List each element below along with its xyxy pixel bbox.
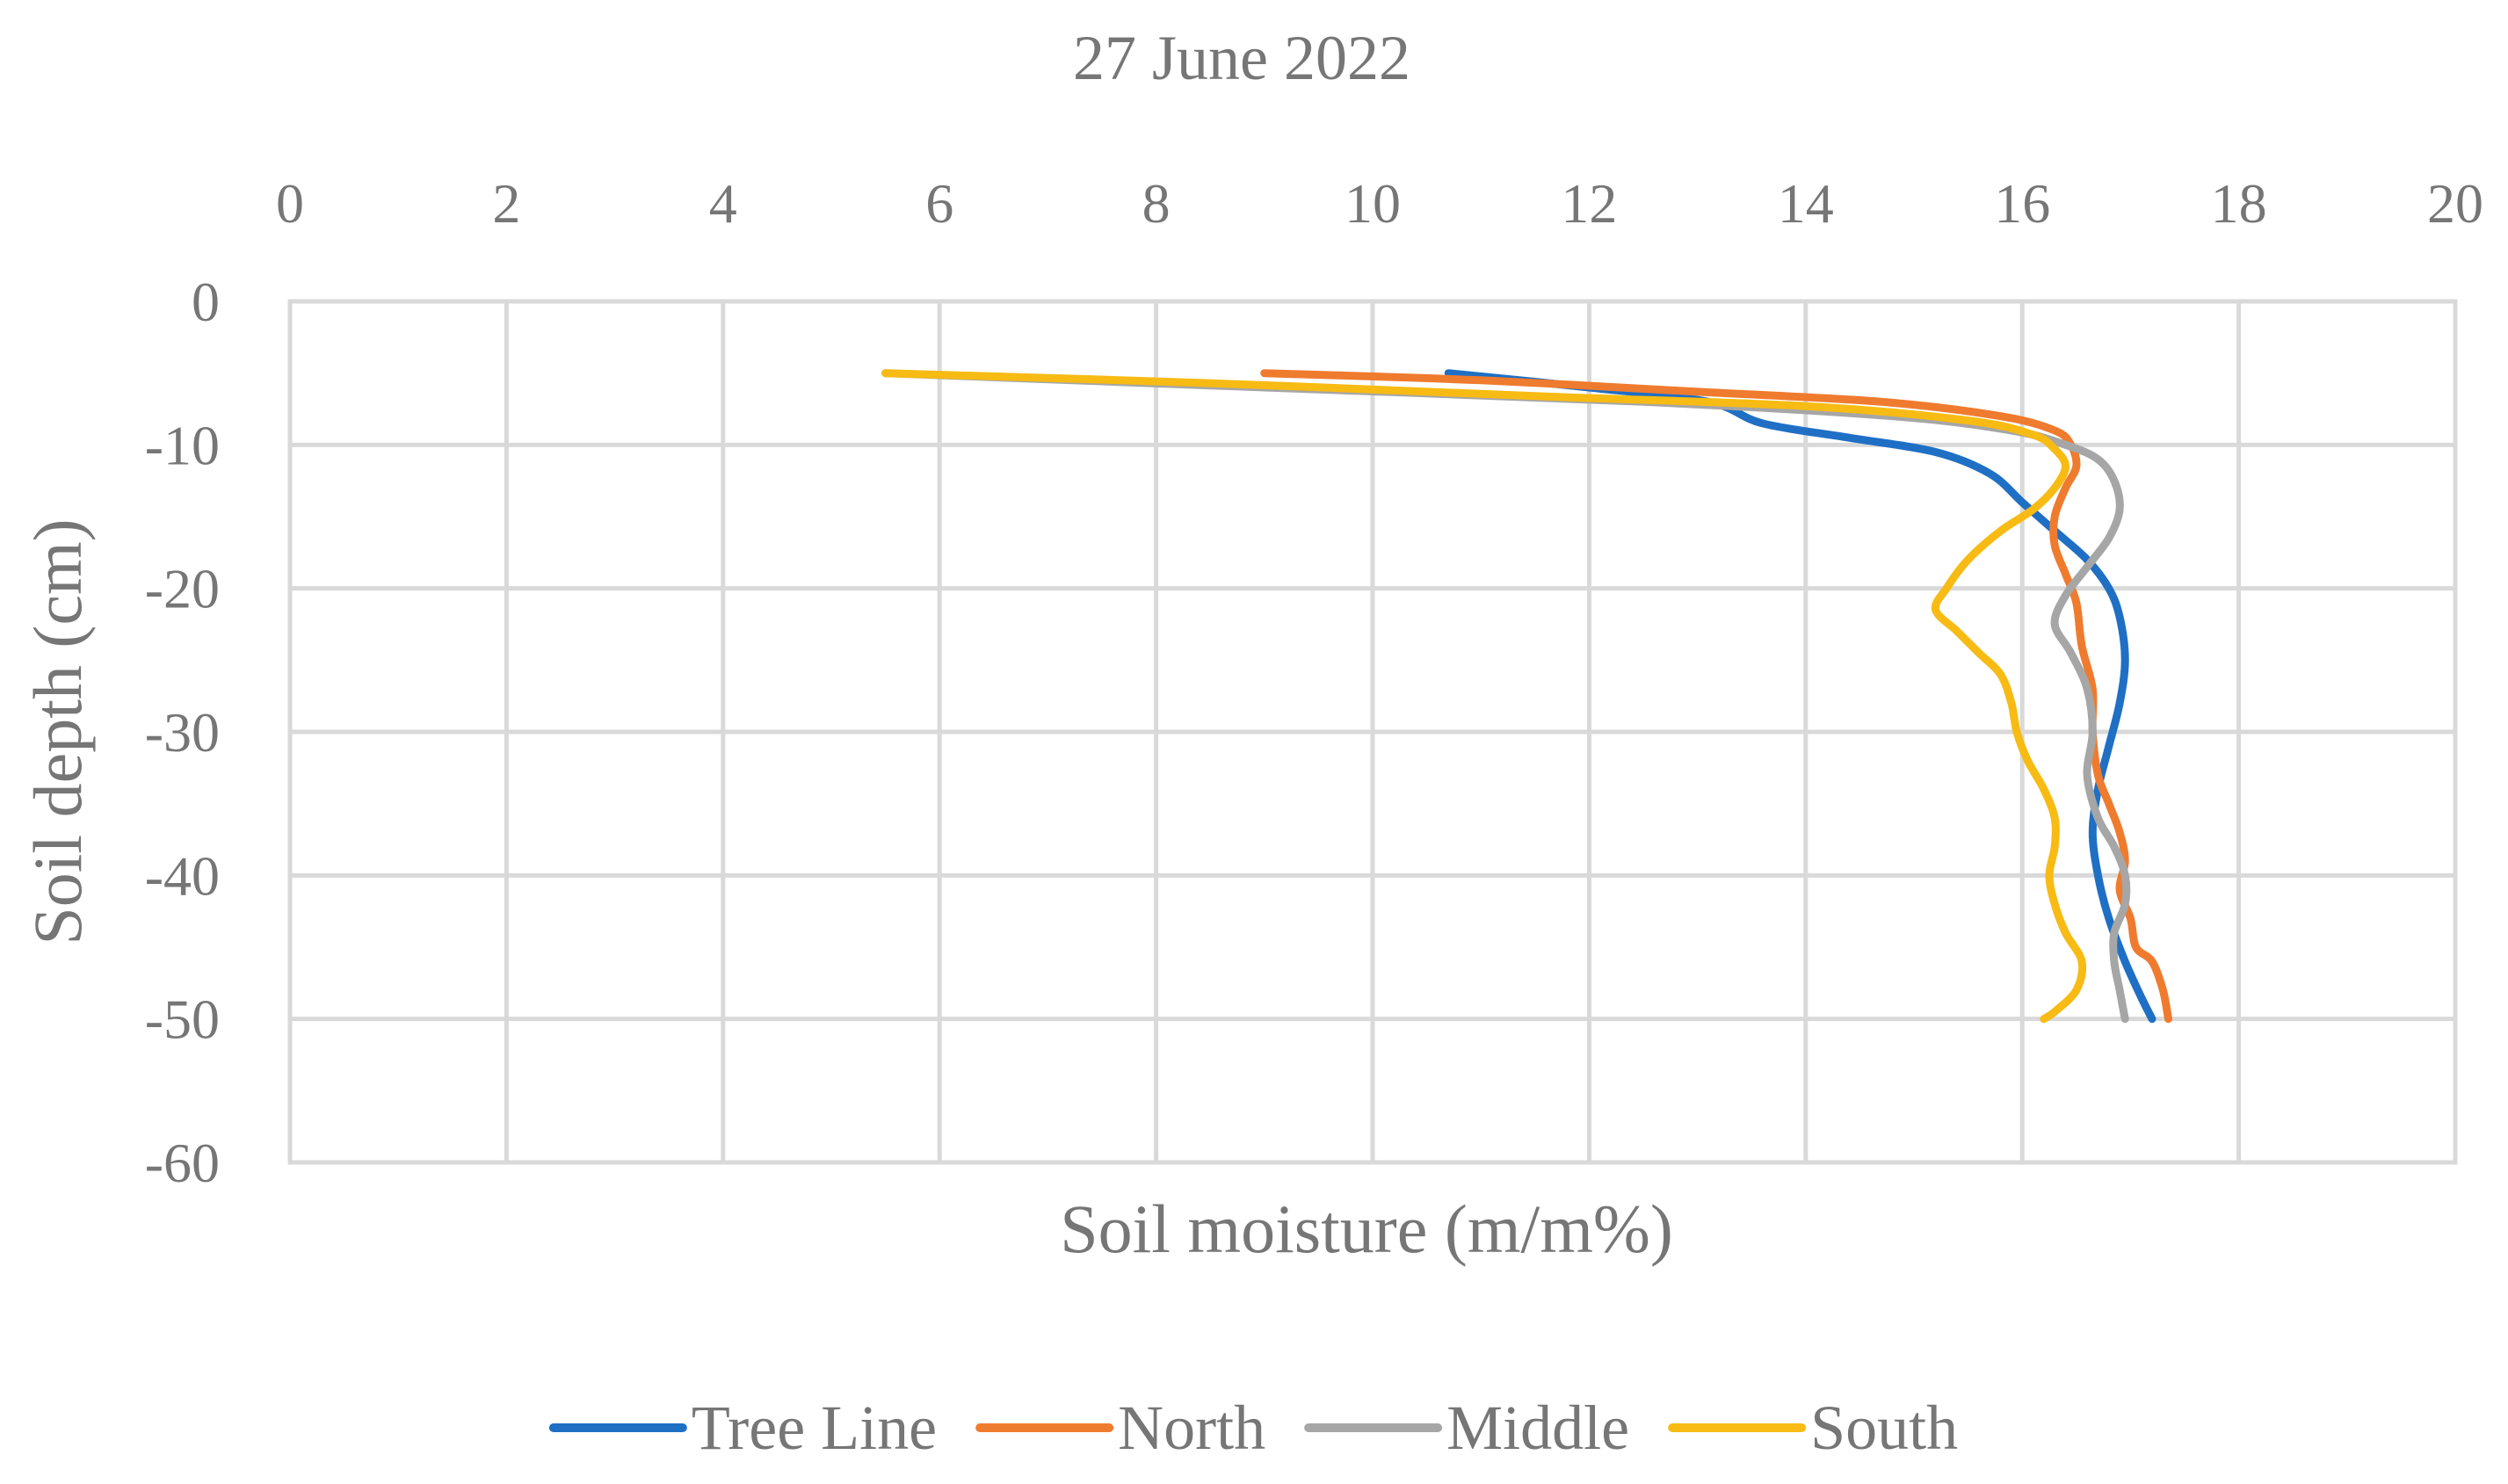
y-tick-label: -10 [145,414,220,476]
y-axis-title: Soil depth (cm) [19,518,96,945]
y-tick-label: -20 [145,558,220,620]
x-tick-label: 20 [2427,172,2483,235]
legend-item-south: South [1668,1393,1958,1463]
x-tick-label: 2 [492,172,520,235]
legend-label-tree-line: Tree Line [692,1393,937,1463]
series-line-tree-line [1444,369,2156,1024]
legend-item-north: North [975,1393,1265,1463]
y-axis-ticks: 0 -10 -20 -30 -40 -50 -60 [145,271,220,1194]
y-tick-label: -60 [145,1132,220,1194]
x-tick-label: 4 [709,172,737,235]
x-tick-label: 12 [1561,172,1617,235]
plot-area-frame [287,299,2458,1165]
series-line-middle [881,369,2131,1024]
legend-label-north: North [1118,1393,1265,1463]
plot-grid [287,299,2458,1165]
legend-item-tree-line: Tree Line [548,1393,937,1463]
x-tick-label: 14 [1778,172,1834,235]
series-line-north [1260,369,2172,1024]
chart-legend: Tree Line North Middle South [548,1393,1958,1463]
x-axis-ticks: 0 2 4 6 8 10 12 14 16 18 20 [276,172,2483,235]
x-tick-label: 16 [1994,172,2050,235]
x-tick-label: 10 [1345,172,1401,235]
y-tick-label: -30 [145,701,220,764]
legend-label-middle: Middle [1446,1393,1629,1463]
x-tick-label: 6 [925,172,953,235]
y-tick-label: 0 [192,271,220,333]
x-tick-label: 8 [1142,172,1171,235]
y-tick-label: -50 [145,988,220,1051]
x-tick-label: 18 [2211,172,2267,235]
data-series [881,369,2172,1024]
x-tick-label: 0 [276,172,304,235]
legend-label-south: South [1810,1393,1958,1463]
chart-title: 27 June 2022 [1073,23,1410,93]
y-tick-label: -40 [145,844,220,907]
legend-item-middle: Middle [1304,1393,1629,1463]
series-line-south [881,369,2087,1024]
x-axis-title: Soil moisture (m/m%) [1060,1191,1673,1267]
